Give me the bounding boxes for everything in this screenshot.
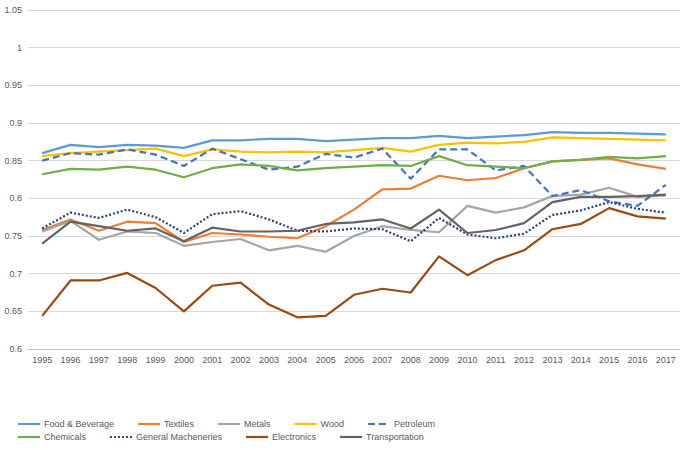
x-tick-label: 2001 <box>202 355 222 365</box>
x-tick-label: 2002 <box>231 355 251 365</box>
x-tick-label: 2016 <box>627 355 647 365</box>
y-tick-label: 0.85 <box>4 156 22 166</box>
axes: 0.6 0.65 0.7 0.75 0.8 0.85 0.9 0.95 1 1.05 1995 199… <box>4 5 675 365</box>
x-tick-label: 2005 <box>316 355 336 365</box>
x-tick-label: 2007 <box>372 355 392 365</box>
y-tick-label: 0.6 <box>9 344 22 354</box>
legend-label: General Macheneries <box>136 432 223 442</box>
legend-swatch <box>18 436 40 438</box>
legend-label: Chemicals <box>44 432 87 442</box>
grid-line <box>28 311 680 312</box>
x-tick-label: 1996 <box>61 355 81 365</box>
legend-swatch <box>368 423 390 425</box>
legend-label: Wood <box>321 419 344 429</box>
y-tick-label: 0.9 <box>9 118 22 128</box>
grid-line <box>28 123 680 124</box>
legend: Food & Beverage Textiles Metals Wood Petrole… <box>18 419 435 442</box>
legend-label: Electronics <box>272 432 317 442</box>
grid-line <box>28 85 680 86</box>
x-tick-label: 2013 <box>542 355 562 365</box>
y-tick-label: 1.05 <box>4 5 22 15</box>
legend-label: Textiles <box>164 419 195 429</box>
legend-swatch <box>340 436 362 438</box>
chart: 0.6 0.65 0.7 0.75 0.8 0.85 0.9 0.95 1 1.05 1995 199… <box>0 0 688 450</box>
y-tick-label: 0.95 <box>4 80 22 90</box>
grid-line <box>28 10 680 11</box>
y-tick-label: 0.75 <box>4 231 22 241</box>
x-tick-label: 2012 <box>514 355 534 365</box>
legend-swatch <box>246 436 268 438</box>
legend-label: Metals <box>244 419 271 429</box>
series-line <box>42 156 666 177</box>
series-line <box>42 195 666 244</box>
y-tick-label: 0.8 <box>9 193 22 203</box>
series-line <box>42 188 666 252</box>
grid <box>28 10 680 349</box>
x-tick-label: 2000 <box>174 355 194 365</box>
y-tick-label: 0.65 <box>4 306 22 316</box>
x-tick-label: 2003 <box>259 355 279 365</box>
x-tick-label: 1998 <box>117 355 137 365</box>
series-line <box>42 137 666 156</box>
legend-label: Food & Beverage <box>44 419 114 429</box>
legend-swatch <box>18 423 40 425</box>
y-tick-label: 0.7 <box>9 269 22 279</box>
legend-swatch <box>218 423 240 425</box>
x-tick-label: 1999 <box>146 355 166 365</box>
grid-line <box>28 198 680 199</box>
legend-swatch <box>138 423 160 425</box>
x-tick-label: 2015 <box>599 355 619 365</box>
grid-line <box>28 47 680 48</box>
legend-label: Transportation <box>366 432 424 442</box>
x-tick-label: 1995 <box>32 355 52 365</box>
legend-label: Petroleum <box>394 419 435 429</box>
x-tick-label: 2017 <box>656 355 676 365</box>
x-tick-label: 2014 <box>571 355 591 365</box>
x-tick-label: 2010 <box>457 355 477 365</box>
grid-line <box>28 349 680 350</box>
x-tick-label: 1997 <box>89 355 109 365</box>
legend-swatch <box>110 436 132 438</box>
series-line <box>42 149 666 206</box>
series-group <box>42 132 666 317</box>
x-tick-label: 2011 <box>486 355 505 365</box>
legend-swatch <box>295 423 317 425</box>
x-tick-label: 2006 <box>344 355 364 365</box>
x-tick-label: 2008 <box>401 355 421 365</box>
series-line <box>42 208 666 317</box>
x-tick-label: 2004 <box>287 355 307 365</box>
y-tick-label: 1 <box>17 43 22 53</box>
x-tick-label: 2009 <box>429 355 449 365</box>
